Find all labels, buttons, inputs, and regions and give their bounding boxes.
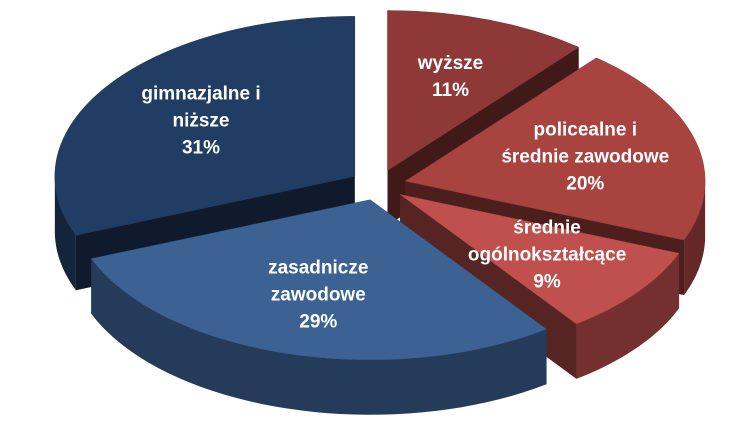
slice-label: wyższe 11%	[365, 50, 535, 104]
slice-side	[91, 258, 547, 415]
slice-label: średnie ogólnokształcące 9%	[462, 215, 632, 296]
slice-label: zasadnicze zawodowe 29%	[233, 255, 403, 336]
category-label: wyższe	[417, 53, 484, 75]
slice	[54, 16, 356, 236]
slice	[387, 10, 580, 171]
slice-side	[576, 253, 680, 379]
value-label: 29%	[299, 311, 338, 333]
slice-label: gimnazjalne i niższe 31%	[116, 80, 286, 161]
value-label: 31%	[181, 137, 221, 159]
slice-side	[684, 181, 706, 296]
value-label: 11%	[431, 80, 469, 102]
value-label: 9%	[533, 271, 561, 293]
slice-label: policealne i średnie zawodowe 20%	[500, 116, 670, 197]
slice-side	[54, 176, 76, 291]
category-label: średnie ogólnokształcące	[467, 217, 627, 266]
category-label: policealne i średnie zawodowe	[501, 119, 670, 167]
slice	[399, 194, 680, 325]
value-label: 20%	[566, 173, 605, 194]
category-label: gimnazjalne i niższe	[141, 83, 261, 132]
slice	[404, 57, 706, 241]
category-label: zasadnicze zawodowe	[268, 257, 369, 306]
slice	[90, 199, 548, 361]
